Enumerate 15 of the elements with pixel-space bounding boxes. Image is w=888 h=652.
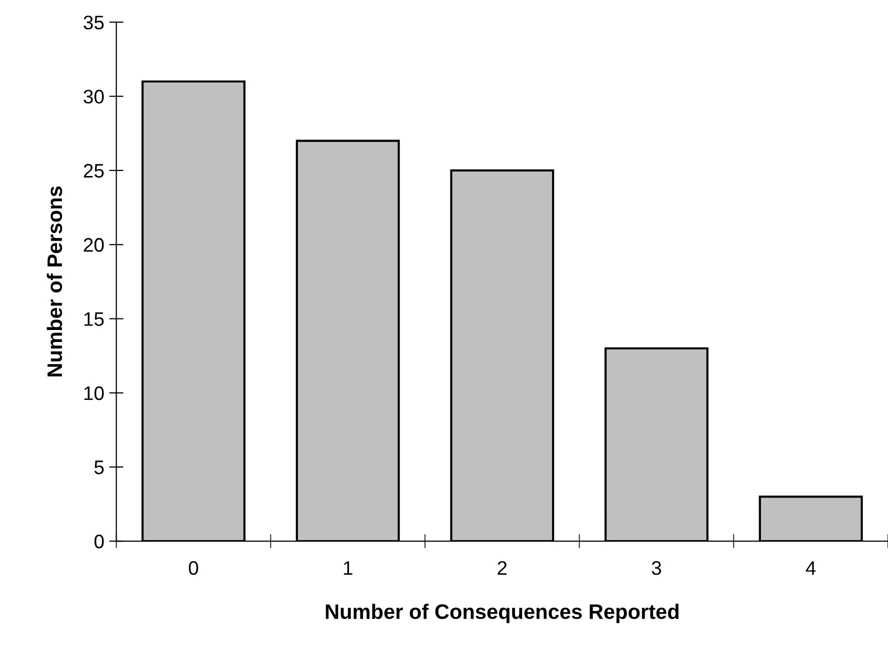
- y-tick-label: 0: [94, 534, 104, 548]
- x-tick-label: 4: [806, 561, 816, 575]
- x-tick-label: 0: [188, 561, 198, 575]
- y-tick-label: 5: [94, 460, 104, 474]
- y-tick-label: 20: [84, 238, 104, 252]
- x-tick-label: 2: [498, 561, 507, 575]
- x-tick-label: 1: [344, 561, 352, 575]
- x-axis-title: Number of Consequences Reported: [326, 604, 678, 624]
- y-tick-label: 30: [84, 90, 104, 104]
- y-axis-title: Number of Persons: [46, 186, 62, 376]
- y-tick-label: 15: [84, 312, 104, 326]
- y-tick-label: 10: [84, 386, 104, 400]
- x-tick-label: 3: [652, 561, 662, 575]
- y-tick-label: 25: [84, 164, 104, 178]
- y-tick-label: 35: [84, 16, 104, 30]
